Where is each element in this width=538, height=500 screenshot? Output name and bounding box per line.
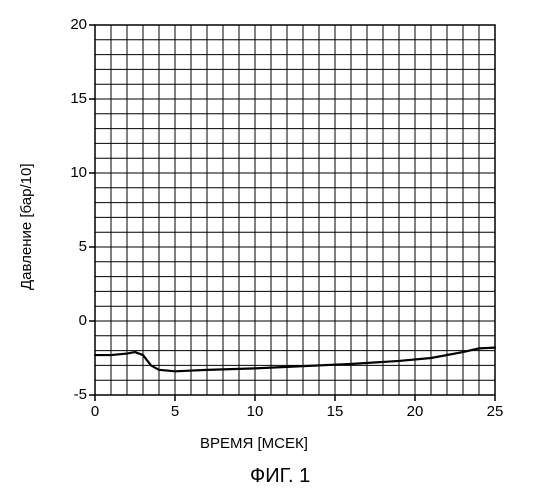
x-tick-label: 5	[160, 403, 190, 420]
x-tick-label: 20	[400, 403, 430, 420]
x-tick-label: 15	[320, 403, 350, 420]
y-axis-label: Давление [бар/10]	[18, 163, 35, 290]
figure-caption: ФИГ. 1	[250, 465, 310, 488]
y-tick-label: 20	[57, 16, 87, 33]
x-axis-label: ВРЕМЯ [МСЕК]	[200, 435, 308, 452]
x-tick-label: 0	[80, 403, 110, 420]
x-tick-label: 10	[240, 403, 270, 420]
y-tick-label: 5	[57, 238, 87, 255]
y-tick-label: -5	[57, 386, 87, 403]
y-tick-label: 15	[57, 90, 87, 107]
chart-container: Давление [бар/10] ВРЕМЯ [МСЕК] ФИГ. 1 -5…	[0, 0, 538, 500]
plot-area	[95, 25, 497, 397]
y-tick-label: 10	[57, 164, 87, 181]
x-tick-label: 25	[480, 403, 510, 420]
y-tick-label: 0	[57, 312, 87, 329]
